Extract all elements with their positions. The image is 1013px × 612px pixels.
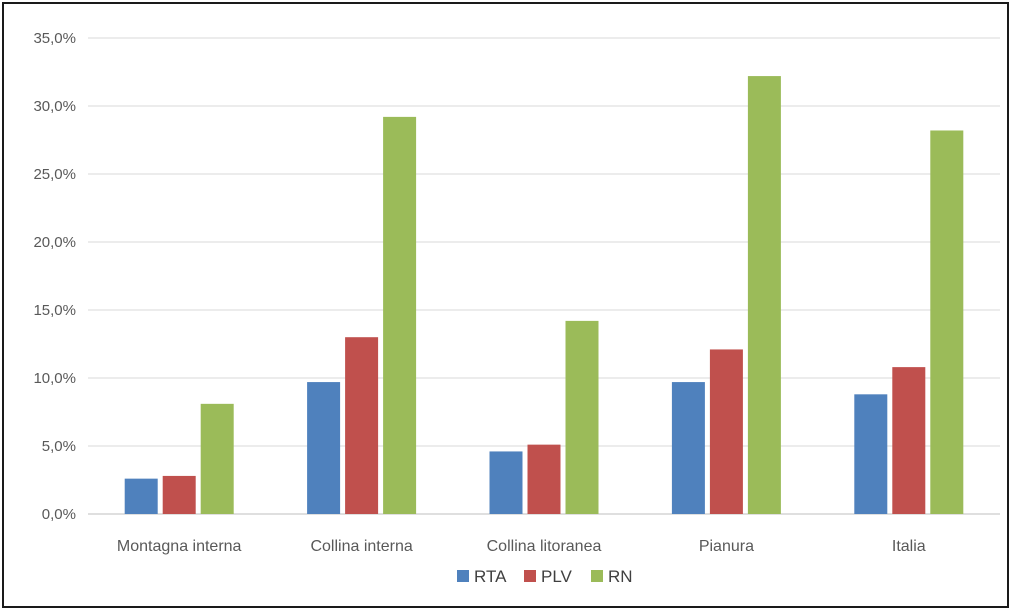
bar-rn: [200, 403, 234, 514]
bar-plv: [345, 337, 379, 514]
bars: [124, 76, 964, 514]
bar-plv: [892, 367, 926, 514]
y-tick-label: 15,0%: [33, 302, 76, 319]
bar-rta: [307, 382, 341, 514]
bar-rta: [854, 394, 888, 514]
bar-rn: [747, 76, 781, 514]
gridlines: [88, 37, 1000, 515]
bar-rta: [124, 478, 158, 514]
legend-label: RN: [608, 567, 633, 586]
bar-rta: [489, 451, 523, 514]
y-axis-tick-labels: 0,0% 5,0% 10,0% 15,0% 20,0% 25,0% 30,0% 35,0%: [33, 30, 76, 523]
legend-swatch-rta: [457, 570, 469, 582]
bar-rn: [383, 116, 417, 514]
bar-rta: [671, 382, 705, 514]
legend-swatch-plv: [524, 570, 536, 582]
y-tick-label: 10,0%: [33, 370, 76, 387]
x-axis-category-labels: Montagna interna Collina interna Collina l…: [117, 538, 926, 555]
bar-plv: [162, 475, 196, 514]
y-tick-label: 0,0%: [42, 506, 76, 523]
y-tick-label: 35,0%: [33, 30, 76, 47]
x-category-label: Montagna interna: [117, 538, 242, 555]
bar-plv: [527, 444, 561, 514]
y-tick-label: 25,0%: [33, 166, 76, 183]
x-category-label: Collina litoranea: [487, 538, 602, 555]
y-tick-label: 20,0%: [33, 234, 76, 251]
x-category-label: Collina interna: [310, 538, 412, 555]
legend-label: PLV: [541, 567, 573, 586]
bar-chart: 0,0% 5,0% 10,0% 15,0% 20,0% 25,0% 30,0% 35,0% M…: [33, 30, 1000, 586]
bar-rn: [565, 320, 599, 514]
legend-swatch-rn: [591, 570, 603, 582]
legend-label: RTA: [474, 567, 507, 586]
y-tick-label: 5,0%: [42, 438, 76, 455]
y-tick-label: 30,0%: [33, 98, 76, 115]
bar-rn: [930, 130, 964, 514]
x-category-label: Italia: [892, 538, 926, 555]
bar-plv: [709, 349, 743, 514]
x-category-label: Pianura: [699, 538, 754, 555]
legend: RTA PLV RN: [457, 567, 633, 586]
